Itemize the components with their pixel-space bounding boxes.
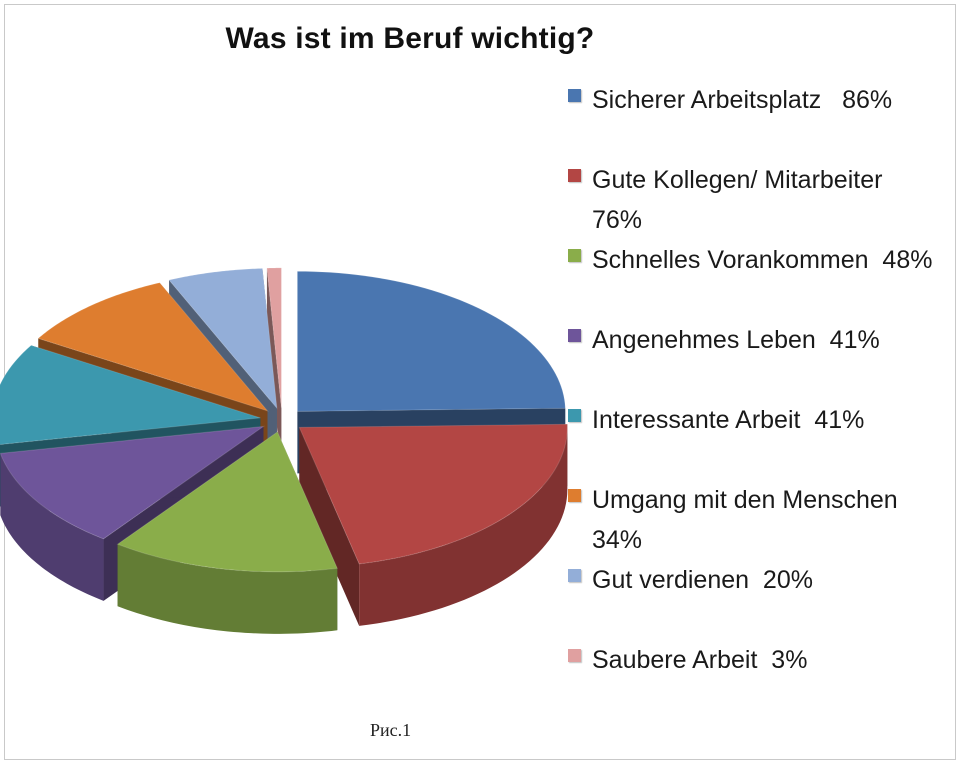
pie-slice-top xyxy=(266,267,282,408)
pie-slice-side xyxy=(299,427,360,626)
legend-swatch xyxy=(568,249,581,262)
legend-label: Angenehmes Leben 41% xyxy=(592,326,880,354)
pie-slice-wall xyxy=(117,544,338,634)
pie-slice-side xyxy=(266,268,282,470)
figure-caption: Рис.1 xyxy=(370,720,412,740)
pie-slice-7 xyxy=(266,267,282,470)
legend-swatch xyxy=(568,649,581,662)
pie-slice-top xyxy=(0,344,261,446)
legend-label: Interessante Arbeit 41% xyxy=(592,406,865,434)
pie-slice-top xyxy=(168,267,278,410)
pie-slice-top xyxy=(0,425,266,540)
legend-swatch xyxy=(568,329,581,342)
pie-slice-2 xyxy=(116,431,339,634)
legend-label: Gute Kollegen/ Mitarbeiter 76% xyxy=(592,166,883,234)
legend-label: Umgang mit den Menschen 34% xyxy=(592,486,898,554)
pie-slice-1 xyxy=(298,423,568,626)
legend-swatch xyxy=(568,569,581,582)
legend-label: Schnelles Vorankommen 48% xyxy=(592,246,933,274)
chart-title: Was ist im Beruf wichtig? xyxy=(225,22,595,55)
legend-swatch xyxy=(568,169,581,182)
pie-slice-top xyxy=(37,282,269,412)
pie-slice-wall xyxy=(0,453,104,601)
pie-slice-top xyxy=(298,423,568,565)
pie-slice-top xyxy=(296,270,566,412)
pie-slice-top xyxy=(116,431,339,573)
legend-label: Sicherer Arbeitsplatz 86% xyxy=(592,86,893,114)
legend-swatch xyxy=(568,489,581,502)
legend-label: Gut verdienen 20% xyxy=(592,566,813,594)
legend-swatch xyxy=(568,89,581,102)
legend-label: Saubere Arbeit 3% xyxy=(592,646,808,674)
legend-swatch xyxy=(568,409,581,422)
pie-slice-wall xyxy=(359,427,568,626)
